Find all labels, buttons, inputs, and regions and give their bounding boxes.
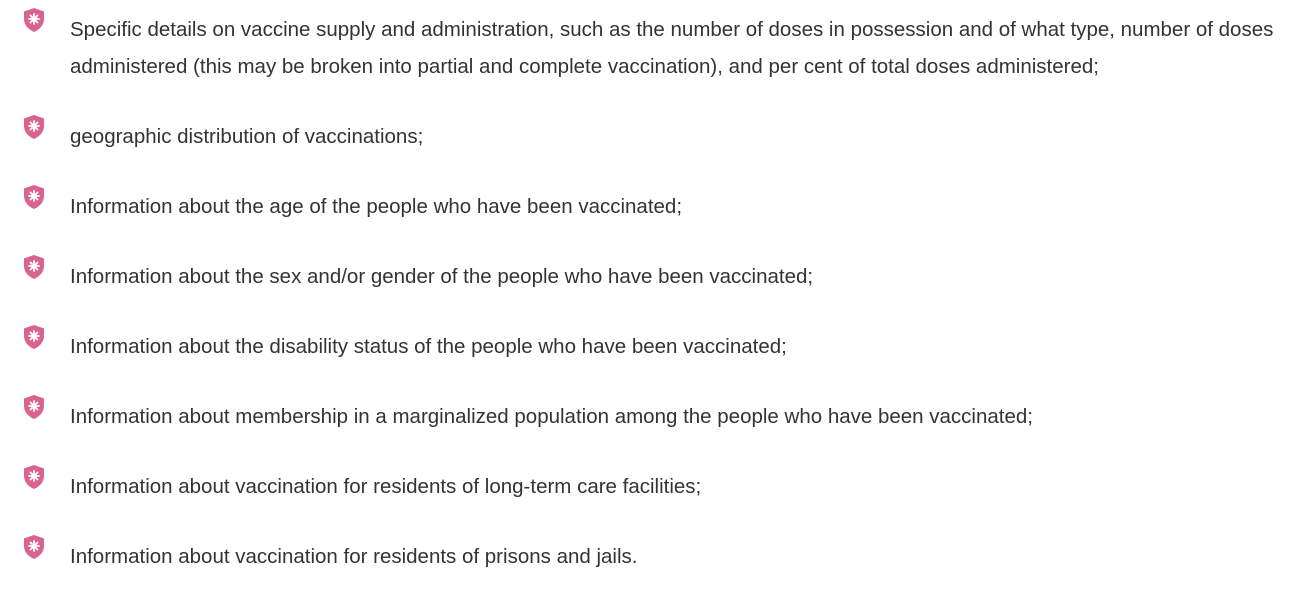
list-item: Information about vaccination for reside…: [0, 535, 1292, 575]
item-text: Information about the disability status …: [70, 335, 787, 358]
list-item: Information about the sex and/or gender …: [0, 255, 1292, 295]
shield-icon: [24, 8, 44, 32]
item-text: Information about membership in a margin…: [70, 405, 1033, 428]
shield-icon: [24, 535, 44, 559]
item-text: Information about vaccination for reside…: [70, 475, 702, 498]
list-item: geographic distribution of vaccinations;: [0, 115, 1292, 155]
shield-icon: [24, 185, 44, 209]
shield-icon: [24, 255, 44, 279]
shield-icon: [24, 115, 44, 139]
item-text: geographic distribution of vaccinations;: [70, 125, 424, 148]
shield-icon: [24, 465, 44, 489]
list-item: Information about membership in a margin…: [0, 395, 1292, 435]
list-item: Information about the disability status …: [0, 325, 1292, 365]
list-item: Information about the age of the people …: [0, 185, 1292, 225]
item-text: Information about the age of the people …: [70, 195, 683, 218]
list-item: Specific details on vaccine supply and a…: [0, 8, 1292, 85]
item-text: Specific details on vaccine supply and a…: [70, 18, 1274, 78]
shield-icon: [24, 395, 44, 419]
item-text: Information about vaccination for reside…: [70, 545, 638, 568]
item-text: Information about the sex and/or gender …: [70, 265, 814, 288]
bullet-list: Specific details on vaccine supply and a…: [0, 8, 1292, 575]
shield-icon: [24, 325, 44, 349]
list-item: Information about vaccination for reside…: [0, 465, 1292, 505]
